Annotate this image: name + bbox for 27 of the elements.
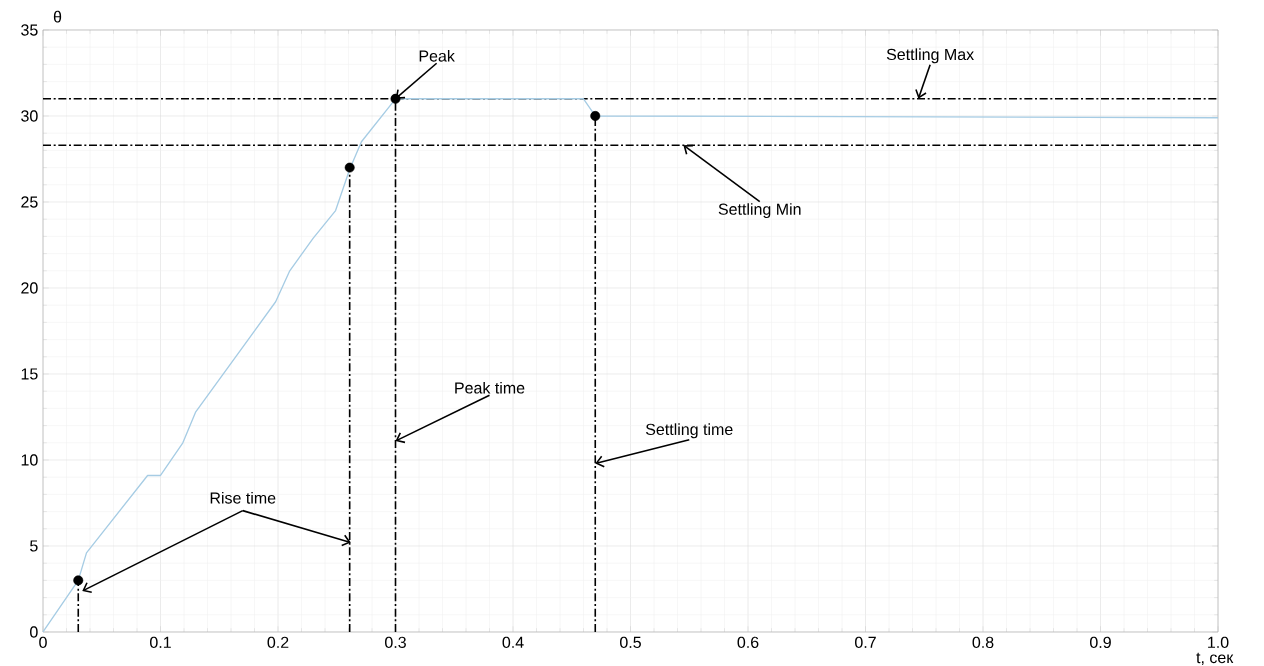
y-tick-label: 0	[30, 626, 38, 638]
y-tick-label: 30	[21, 110, 38, 122]
y-tick-label: 35	[21, 24, 38, 36]
y-tick-label: 5	[30, 540, 38, 552]
x-axis-title: t, сек	[1196, 652, 1234, 666]
x-tick-label: 0.3	[385, 636, 406, 649]
y-tick-label: 15	[21, 368, 38, 380]
x-tick-label: 0.5	[620, 636, 641, 649]
y-tick-label: 20	[21, 282, 38, 294]
annotation: Peak time	[455, 381, 525, 394]
x-tick-label: 1.0	[1208, 636, 1229, 649]
x-tick-label: 0	[39, 636, 47, 649]
x-tick-label: 0.8	[972, 636, 994, 649]
x-tick-label: 0.1	[150, 636, 171, 649]
annotation: Rise time	[210, 491, 276, 504]
annotation: Settling Min	[718, 203, 801, 219]
x-tick-label: 0.6	[737, 636, 759, 649]
y-tick-label: 25	[21, 196, 38, 208]
annotation: Settling time	[645, 423, 733, 439]
y-axis-title: θ	[53, 10, 62, 23]
annotation: Settling Max	[886, 48, 974, 64]
x-tick-label: 0.4	[502, 636, 524, 649]
x-tick-label: 0.9	[1090, 636, 1111, 649]
annotation: Peak	[419, 49, 455, 62]
x-tick-label: 0.2	[267, 636, 289, 649]
y-tick-label: 10	[21, 454, 38, 466]
x-tick-label: 0.7	[855, 636, 876, 649]
